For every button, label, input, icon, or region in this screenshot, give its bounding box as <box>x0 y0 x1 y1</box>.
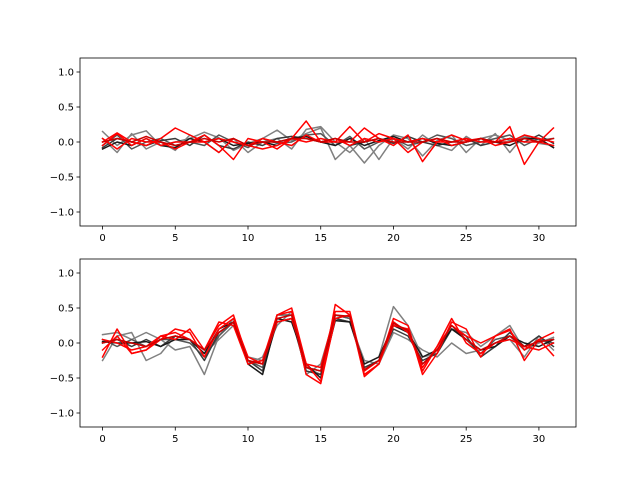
x-tick-label-top: 30 <box>533 233 546 244</box>
x-tick-label-top: 25 <box>460 233 473 244</box>
x-tick-label-bottom: 15 <box>314 434 327 445</box>
series-line-top-8 <box>101 135 555 147</box>
x-tick-label-bottom: 25 <box>460 434 473 445</box>
y-tick-label-bottom: 1.0 <box>58 269 74 280</box>
x-ticks-top: 0 5 10 15 20 25 30 <box>99 226 545 244</box>
y-tick-label-top: 1.0 <box>58 68 74 79</box>
y-ticks-bottom: −1.0 −0.5 0.0 0.5 1.0 <box>50 269 80 420</box>
series-line-bottom-6 <box>101 310 555 372</box>
series-line-bottom-8 <box>101 314 555 372</box>
subplot-bottom: 0 5 10 15 20 25 30 −1.0 −0.5 0.0 0.5 1.0 <box>50 258 577 445</box>
y-tick-label-bottom: 0.0 <box>58 339 74 350</box>
y-tick-label-top: 0.5 <box>58 103 74 114</box>
y-tick-label-top: −1.0 <box>50 208 74 219</box>
x-tick-label-bottom: 5 <box>172 434 178 445</box>
series-group-bottom <box>101 303 555 385</box>
y-tick-label-bottom: −0.5 <box>50 374 74 385</box>
subplot-top: 0 5 10 15 20 25 30 −1.0 −0.5 0.0 0.5 1.0 <box>50 57 577 244</box>
x-tick-label-top: 20 <box>387 233 400 244</box>
x-tick-label-top: 15 <box>314 233 327 244</box>
y-tick-label-bottom: 0.5 <box>58 304 74 315</box>
x-tick-label-top: 10 <box>242 233 255 244</box>
x-tick-label-top: 0 <box>99 233 105 244</box>
x-tick-label-bottom: 10 <box>242 434 255 445</box>
series-group-top <box>101 120 555 166</box>
y-tick-label-top: 0.0 <box>58 138 74 149</box>
x-tick-label-bottom: 30 <box>533 434 546 445</box>
x-tick-label-top: 5 <box>172 233 178 244</box>
series-line-bottom-7 <box>101 310 555 385</box>
y-tick-label-bottom: −1.0 <box>50 409 74 420</box>
x-tick-label-bottom: 20 <box>387 434 400 445</box>
y-ticks-top: −1.0 −0.5 0.0 0.5 1.0 <box>50 68 80 219</box>
x-tick-label-bottom: 0 <box>99 434 105 445</box>
x-ticks-bottom: 0 5 10 15 20 25 30 <box>99 427 545 445</box>
y-tick-label-top: −0.5 <box>50 173 74 184</box>
